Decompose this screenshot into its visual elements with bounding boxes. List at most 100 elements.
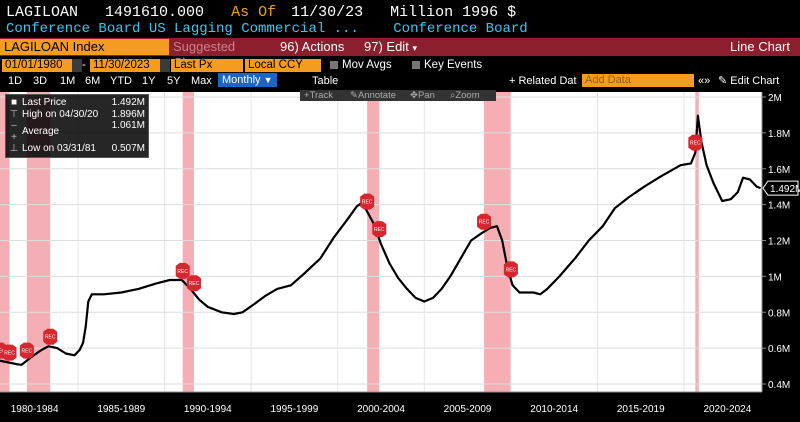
annotate-tool[interactable]: ✎ Annotate: [350, 90, 397, 101]
recession-marker-shape: [503, 261, 518, 278]
field-select[interactable]: Last Px: [171, 59, 243, 72]
current-value: 1491610.000: [105, 4, 205, 21]
recession-marker: REC: [186, 275, 201, 292]
chart-type-label: Line Chart: [730, 39, 790, 54]
pan-tool[interactable]: ✥ Pan: [410, 90, 435, 101]
recession-marker-label: REC: [374, 227, 385, 233]
key-events-toggle[interactable]: Key Events: [412, 58, 482, 72]
x-tick-label: 1985-1989: [97, 404, 145, 415]
recession-marker: REC: [688, 134, 703, 151]
key-events-checkbox[interactable]: [412, 61, 420, 69]
last-price-square-icon: ■: [10, 97, 18, 108]
y-tick-label: 1.6M: [768, 165, 790, 176]
expand-icon[interactable]: «»: [698, 75, 711, 87]
legend-low-value: 0.507M: [111, 143, 145, 154]
legend-low: ⊥ Low on 03/31/81 0.507M: [9, 143, 145, 155]
y-tick-label: 1.2M: [768, 237, 790, 248]
recession-band: [695, 92, 699, 392]
suggested-charts-button[interactable]: Suggested Charts: [173, 39, 273, 70]
recession-marker: REC: [175, 262, 190, 279]
recession-marker: REC: [360, 193, 375, 210]
description-row: Conference Board US Lagging Commercial .…: [6, 21, 554, 37]
mov-avgs-toggle[interactable]: Mov Avgs: [330, 58, 392, 72]
related-data-button[interactable]: + Related Dat: [509, 75, 577, 87]
recession-marker-shape: [688, 134, 703, 151]
x-tick-label: 2020-2024: [703, 404, 751, 415]
recession-marker: REC: [19, 342, 34, 359]
plot-area[interactable]: RECRECRECRECRECRECRECRECRECRECREC 0.4M 0.…: [0, 88, 800, 422]
recession-marker-label: REC: [189, 281, 200, 287]
start-date-field[interactable]: 01/01/1980: [2, 59, 72, 72]
add-data-field[interactable]: Add Data: [582, 74, 694, 87]
range-max[interactable]: Max: [191, 75, 212, 87]
table-tab[interactable]: Table: [312, 75, 339, 87]
chart-tools: + Track ✎ Annotate ✥ Pan ⌕ Zoom: [300, 90, 496, 101]
range-1d[interactable]: 1D: [8, 75, 23, 87]
range-ytd[interactable]: YTD: [110, 75, 132, 87]
recession-marker-shape: [360, 193, 375, 210]
edit-chart-button[interactable]: ✎ Edit Chart: [718, 74, 779, 88]
y-tick-label: 1.4M: [768, 201, 790, 212]
actions-label: 96) Actions: [280, 39, 345, 54]
series-line-last-price: [0, 114, 761, 366]
start-calendar-icon[interactable]: [72, 59, 82, 72]
units: Million 1996 $: [390, 4, 517, 21]
y-tick-label: 1M: [768, 272, 782, 283]
edit-menu[interactable]: 97) Edit ▾: [364, 39, 420, 55]
price-series: [0, 114, 761, 366]
x-tick-label: 2005-2009: [444, 404, 492, 415]
recession-marker-label: REC: [362, 200, 373, 206]
high-marker-icon: ⊤: [9, 108, 19, 120]
recession-marker-label: REC: [22, 349, 33, 355]
range-3d[interactable]: 3D: [33, 75, 48, 87]
date-separator: -: [82, 59, 86, 71]
axes: 0.4M 0.6M 0.8M 1M 1.2M 1.4M 1.6M 1.8M 2M 1980-198…: [0, 92, 800, 415]
track-tool[interactable]: + Track: [304, 90, 333, 101]
end-calendar-icon[interactable]: [160, 59, 170, 72]
range-1y[interactable]: 1Y: [142, 75, 156, 87]
y-tick-label: 0.4M: [768, 380, 790, 391]
recession-marker-label: REC: [177, 269, 188, 275]
mov-avgs-label: Mov Avgs: [342, 59, 392, 71]
key-events-label: Key Events: [424, 59, 483, 71]
end-date-field[interactable]: 11/30/2023: [90, 59, 160, 72]
range-1m[interactable]: 1M: [60, 75, 76, 87]
frequency-chevron-icon: ▼: [263, 75, 273, 85]
legend: ■ Last Price 1.492M ⊤ High on 04/30/20 1.8…: [5, 94, 149, 158]
ticker: LAGILOAN: [6, 4, 79, 21]
mov-avgs-checkbox[interactable]: [330, 61, 338, 69]
recession-marker-shape: [19, 342, 34, 359]
range-6m[interactable]: 6M: [85, 75, 101, 87]
recession-marker-shape: [372, 221, 387, 238]
recession-markers: RECRECRECRECRECRECRECRECRECRECREC: [0, 134, 703, 361]
source: Conference Board: [393, 21, 528, 37]
range-bar: 1D 3D 1M 6M YTD 1Y 5Y Max Monthly ▼ Tabl…: [0, 73, 800, 88]
recession-band: [26, 92, 51, 392]
recession-marker-shape: [175, 262, 190, 279]
legend-low-label: Low on 03/31/81: [22, 143, 96, 154]
currency-select[interactable]: Local CCY: [245, 59, 321, 72]
as-of-date: 11/30/23: [291, 4, 364, 21]
description: Conference Board US Lagging Commercial .…: [6, 21, 359, 37]
recession-marker-label: REC: [4, 351, 15, 357]
recession-marker-shape: [43, 328, 58, 345]
zoom-tool[interactable]: ⌕ Zoom: [450, 90, 480, 101]
average-marker-icon: –+: [11, 120, 17, 143]
frequency-label: Monthly: [222, 74, 261, 86]
index-name-field[interactable]: LAGILOAN Index: [0, 39, 169, 55]
y-tick-label: 0.8M: [768, 308, 790, 319]
edit-chart-label: Edit Chart: [730, 75, 780, 87]
recession-band: [367, 92, 380, 392]
legend-high-value: 1.896M: [111, 108, 145, 120]
x-tick-label: 1980-1984: [11, 404, 59, 415]
legend-avg: –+ Average 1.061M: [9, 120, 145, 143]
recession-marker: REC: [2, 344, 17, 361]
range-5y[interactable]: 5Y: [167, 75, 181, 87]
last-value-tag: [762, 180, 799, 196]
recession-marker-label: REC: [479, 220, 490, 226]
frequency-select[interactable]: Monthly ▼: [218, 73, 277, 87]
actions-menu[interactable]: 96) Actions ▾: [280, 39, 352, 69]
legend-avg-label: Average: [22, 125, 60, 137]
x-tick-label: 2015-2019: [617, 404, 665, 415]
y-tick-label: 2M: [768, 93, 782, 104]
